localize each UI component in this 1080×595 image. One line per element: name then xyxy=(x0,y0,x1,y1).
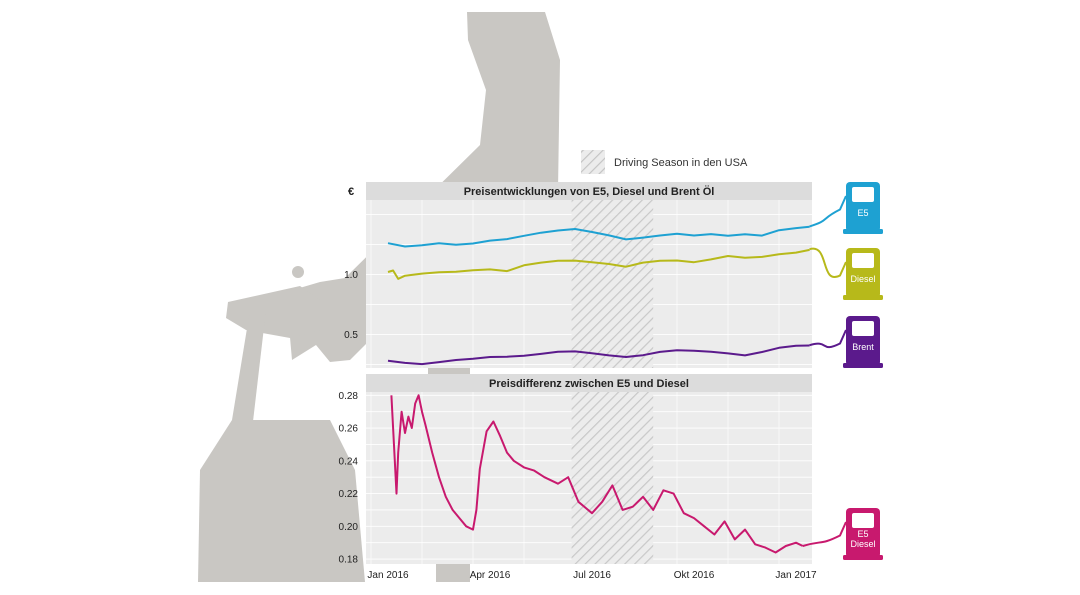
pump-jack-pivot xyxy=(292,266,304,278)
fuel-pump-e5: E5 xyxy=(809,182,883,234)
pump-hose xyxy=(809,195,847,228)
pump-label: E5 xyxy=(857,208,868,218)
pump-foot xyxy=(843,363,883,368)
y-tick-label: 0.20 xyxy=(339,522,359,533)
pump-foot xyxy=(843,295,883,300)
fuel-pump-diesel: Diesel xyxy=(809,247,883,300)
x-tick-label: Jul 2016 xyxy=(573,570,611,581)
pump-label: Brent xyxy=(852,342,874,352)
y-tick-label: 0.18 xyxy=(339,555,359,566)
pump-jack-horsehead xyxy=(286,12,560,362)
pump-label: Diesel xyxy=(850,539,875,549)
pump-jack-samson-post xyxy=(232,310,266,430)
pump-jack-walking-beam-left xyxy=(226,286,320,338)
pump-label: Diesel xyxy=(850,274,875,284)
pump-display xyxy=(852,513,874,528)
diff-panel-header xyxy=(366,374,812,392)
pump-label: E5 xyxy=(857,529,868,539)
price-panel: Preisentwicklungen von E5, Diesel und Br… xyxy=(344,182,883,368)
y-tick-label: 0.26 xyxy=(339,424,359,435)
price-driving-season-band xyxy=(571,200,654,368)
pump-hose xyxy=(809,329,847,349)
diff-panel-title: Preisdifferenz zwischen E5 und Diesel xyxy=(489,378,689,390)
y-tick-label: 0.24 xyxy=(339,456,359,467)
series-line-e5 xyxy=(387,225,810,248)
pump-display xyxy=(852,321,874,336)
pump-foot xyxy=(843,229,883,234)
pump-display xyxy=(852,253,874,268)
y-tick-label: 0.22 xyxy=(339,489,359,500)
x-tick-label: Jan 2016 xyxy=(367,570,409,581)
x-tick-label: Okt 2016 xyxy=(674,570,715,581)
price-panel-title: Preisentwicklungen von E5, Diesel und Br… xyxy=(464,185,715,198)
x-tick-label: Apr 2016 xyxy=(470,570,511,581)
series-line-diff xyxy=(390,394,804,554)
legend-season-swatch xyxy=(581,150,605,174)
pump-display xyxy=(852,187,874,202)
pump-hose xyxy=(809,247,847,278)
diff-panel: Preisdifferenz zwischen E5 und Diesel 0.… xyxy=(339,374,883,581)
y-tick-label: 1.0 xyxy=(344,270,358,281)
x-tick-label: Jan 2017 xyxy=(775,570,817,581)
price-panel-header xyxy=(366,182,812,200)
y-axis-unit-label: € xyxy=(348,186,354,198)
series-line-diesel xyxy=(387,248,810,280)
series-line-brent xyxy=(387,344,810,366)
pump-jack-base xyxy=(198,420,365,582)
pump-foot xyxy=(843,555,883,560)
fuel-pump-brent: Brent xyxy=(809,316,883,368)
pump-hose xyxy=(802,521,847,547)
diff-driving-season-band xyxy=(571,392,654,564)
y-tick-label: 0.28 xyxy=(339,391,359,402)
legend-season-label: Driving Season in den USA xyxy=(614,157,748,169)
y-tick-label: 0.5 xyxy=(344,330,358,341)
